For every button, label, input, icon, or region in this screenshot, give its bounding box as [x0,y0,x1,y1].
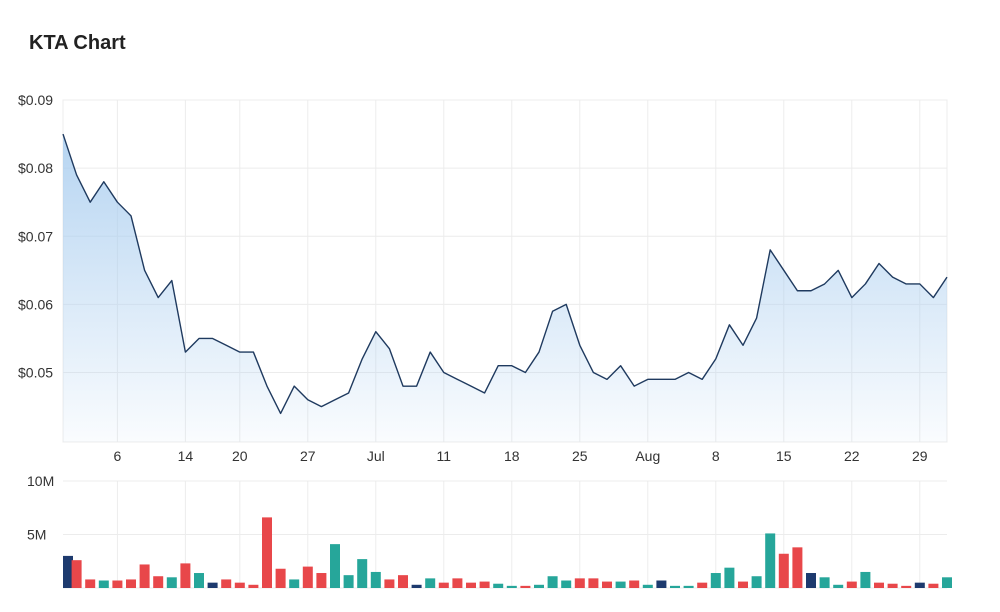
chart-title: KTA Chart [29,32,126,54]
volume-bar [765,533,776,588]
volume-bar [384,579,395,588]
volume-bar [670,585,680,588]
volume-bar [63,555,73,588]
volume-bar [248,584,259,588]
price-line [62,133,948,415]
volume-tick-label: 10M [27,473,54,489]
volume-bar [574,578,585,588]
x-tick-label: 18 [504,448,520,464]
volume-bar [901,585,912,588]
volume-bar [751,576,762,588]
volume-bar [724,567,735,588]
volume-bar [452,578,463,588]
volume-bar [506,585,517,588]
volume-bar [738,581,748,588]
volume-bar [710,573,721,588]
volume-bar [330,544,340,588]
volume-bar [642,584,653,588]
x-tick-label: Aug [635,448,660,464]
volume-bar [302,566,313,588]
volume-bar [207,582,218,588]
volume-bar [289,579,300,588]
volume-bar [656,580,667,588]
volume-bar [615,581,626,588]
x-tick-label: Jul [367,448,385,464]
volume-axis: 5M 10M [27,473,54,543]
volume-bar [874,582,884,588]
volume-bar [887,583,898,588]
volume-bar [520,585,531,588]
volume-bar [357,559,368,588]
y-tick-label: $0.06 [18,296,53,312]
volume-bar [792,547,803,588]
volume-bar [343,575,354,588]
volume-bar [275,568,286,588]
x-tick-label: 20 [232,448,248,464]
volume-bar [493,583,504,588]
volume-bars [63,517,952,588]
volume-bar [438,582,449,588]
volume-bar [561,580,572,588]
volume-bar [234,582,245,588]
volume-bar [683,585,694,588]
volume-bar [833,584,844,588]
x-tick-label: 8 [712,448,720,464]
x-tick-label: 25 [572,448,588,464]
volume-bar [194,573,204,588]
volume-bar [411,584,422,588]
y-tick-label: $0.09 [18,92,53,108]
volume-bar [262,517,272,588]
volume-grid [63,480,947,589]
volume-bar [697,582,708,588]
volume-bar [71,560,82,588]
volume-bar [98,580,109,588]
x-tick-label: 22 [844,448,860,464]
volume-bar [778,553,789,588]
y-tick-label: $0.07 [18,228,53,244]
volume-bar [466,582,476,588]
x-tick-label: 27 [300,448,316,464]
volume-bar [112,580,123,588]
price-area-layer [62,133,948,442]
volume-bar [139,564,150,588]
volume-bar [153,576,164,588]
y-tick-label: $0.05 [18,365,53,381]
volume-bar [819,577,830,588]
volume-bar [860,571,871,588]
volume-bar [928,583,939,588]
x-tick-label: 6 [114,448,122,464]
volume-bar [316,573,327,588]
x-tick-label: 29 [912,448,928,464]
x-tick-label: 15 [776,448,792,464]
volume-bar [914,582,925,588]
y-tick-label: $0.08 [18,160,53,176]
volume-bar [85,579,96,588]
x-tick-label: 14 [178,448,194,464]
price-axis: $0.05 $0.06 $0.07 $0.08 $0.09 6 14 20 27 Jul 11 18 2… [18,92,928,464]
volume-bar [166,577,177,588]
volume-bar [846,581,857,588]
volume-bar [806,573,816,588]
x-tick-label: 11 [437,448,452,464]
volume-bar [425,578,436,588]
volume-bar [221,579,232,588]
volume-bar [588,578,599,588]
volume-bar [534,584,544,588]
volume-bar [479,581,490,588]
volume-bar [547,576,558,588]
volume-bar [942,577,952,588]
volume-bar [629,580,640,588]
volume-bar [180,563,191,588]
volume-bar [398,575,408,588]
volume-bar [126,579,136,588]
volume-bar [602,581,612,588]
price-area [63,134,947,442]
volume-bar [370,571,381,588]
volume-tick-label: 5M [27,527,46,543]
